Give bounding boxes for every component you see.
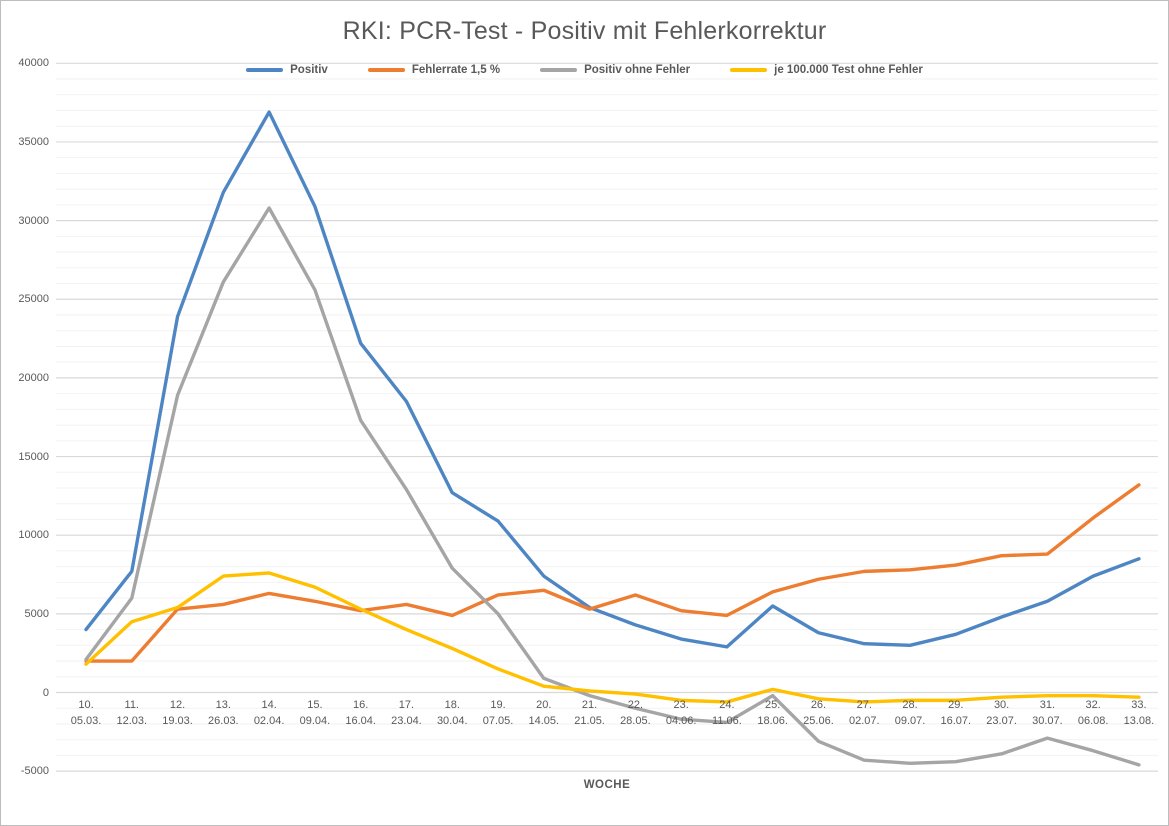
y-axis-label: 30000 bbox=[18, 214, 49, 227]
legend-swatch-icon bbox=[730, 68, 768, 72]
x-axis-label-week: 15. bbox=[307, 699, 323, 711]
x-axis-label-date: 21.05. bbox=[574, 715, 605, 727]
x-axis-label-date: 14.05. bbox=[528, 715, 560, 727]
x-axis-label-week: 10. bbox=[78, 699, 94, 711]
series-line-4 bbox=[84, 571, 1141, 704]
y-axis-label: 5000 bbox=[24, 607, 49, 620]
y-axis-label: 0 bbox=[42, 686, 49, 699]
x-axis-label-date: 23.04. bbox=[391, 715, 422, 727]
x-axis-title: WOCHE bbox=[583, 779, 631, 791]
x-axis-label-week: 28. bbox=[902, 699, 918, 711]
x-axis-label-week: 16. bbox=[353, 699, 369, 711]
x-axis-label-week: 18. bbox=[444, 699, 460, 711]
legend-item-4: je 100.000 Test ohne Fehler bbox=[730, 64, 923, 76]
x-axis-label-week: 26. bbox=[810, 699, 827, 711]
x-axis-label-date: 07.05. bbox=[482, 715, 514, 727]
legend-item-2: Fehlerrate 1,5 % bbox=[367, 64, 501, 76]
x-axis-label-date: 09.04. bbox=[299, 715, 331, 727]
x-axis-label-week: 32. bbox=[1085, 699, 1101, 711]
y-axis-label: 40000 bbox=[18, 57, 49, 70]
x-axis-label-week: 27. bbox=[856, 699, 872, 711]
x-axis-label-date: 28.05. bbox=[620, 715, 651, 727]
x-axis-label-week: 11. bbox=[124, 699, 139, 711]
x-axis-label-date: 02.04. bbox=[253, 715, 285, 727]
x-axis-label-date: 12.03. bbox=[116, 715, 148, 727]
y-axis-label: 15000 bbox=[18, 450, 49, 463]
x-axis-label-week: 19. bbox=[490, 699, 506, 711]
x-axis-label-date: 30.04. bbox=[436, 715, 468, 727]
series-line-3 bbox=[84, 206, 1141, 767]
x-axis-label-date: 25.06. bbox=[803, 715, 834, 727]
x-axis-label-date: 02.07. bbox=[848, 715, 880, 727]
legend-label: Fehlerrate 1,5 % bbox=[411, 64, 501, 76]
y-axis-label: -5000 bbox=[20, 765, 49, 778]
x-axis-label-date: 26.03. bbox=[208, 715, 239, 727]
series-line-2 bbox=[84, 483, 1141, 663]
legend-label: Positiv bbox=[290, 64, 328, 76]
legend-label: je 100.000 Test ohne Fehler bbox=[774, 64, 923, 76]
legend-label: Positiv ohne Fehler bbox=[584, 64, 691, 76]
x-axis-label-week: 24. bbox=[719, 699, 735, 711]
legend-swatch-icon bbox=[246, 68, 284, 72]
x-axis-label-date: 06.08. bbox=[1077, 715, 1109, 727]
x-axis-label-date: 09.07. bbox=[894, 715, 926, 727]
series-line-1 bbox=[84, 110, 1141, 649]
x-axis-label-week: 12. bbox=[169, 699, 186, 711]
legend-swatch-icon bbox=[367, 68, 405, 72]
x-axis-label-date: 11.06. bbox=[712, 715, 742, 727]
x-axis-label-date: 16.04. bbox=[345, 715, 376, 727]
x-axis-label-date: 05.03. bbox=[70, 715, 102, 727]
x-axis-label-date: 19.03. bbox=[162, 715, 193, 727]
x-axis-label-week: 13. bbox=[215, 699, 231, 711]
x-axis-label-date: 18.06. bbox=[757, 715, 788, 727]
x-axis-label-date: 30.07. bbox=[1032, 715, 1063, 727]
y-axis-label: 25000 bbox=[18, 293, 49, 306]
chart-legend: Positiv Fehlerrate 1,5 % Positiv ohne Fehl… bbox=[1, 64, 1168, 76]
legend-item-3: Positiv ohne Fehler bbox=[540, 64, 690, 76]
y-axis-label: 10000 bbox=[18, 529, 49, 542]
y-axis-label: 20000 bbox=[18, 371, 49, 384]
x-axis-label-week: 30. bbox=[993, 699, 1010, 711]
x-axis-label-date: 16.07. bbox=[940, 715, 972, 727]
x-axis-label-week: 14. bbox=[261, 699, 277, 711]
x-axis-label-date: 23.07. bbox=[986, 715, 1017, 727]
x-axis-label-week: 22. bbox=[627, 699, 643, 711]
legend-item-1: Positiv bbox=[246, 64, 328, 76]
y-axis-label: 35000 bbox=[18, 135, 49, 148]
x-axis-label-date: 04.06. bbox=[665, 715, 697, 727]
x-axis-label-week: 31. bbox=[1039, 699, 1056, 711]
x-axis-label-week: 25. bbox=[765, 699, 781, 711]
x-axis-label-week: 33. bbox=[1131, 699, 1147, 711]
x-axis-label-date: 13.08. bbox=[1123, 715, 1155, 727]
chart-title: RKI: PCR-Test - Positiv mit Fehlerkorrek… bbox=[342, 17, 827, 45]
x-axis-label-week: 23. bbox=[673, 699, 689, 711]
x-axis-label-week: 21. bbox=[581, 699, 598, 711]
x-axis-label-week: 20. bbox=[536, 699, 552, 711]
x-axis-label-week: 17. bbox=[398, 699, 415, 711]
legend-swatch-icon bbox=[540, 68, 578, 72]
x-axis-label-week: 29. bbox=[948, 699, 964, 711]
